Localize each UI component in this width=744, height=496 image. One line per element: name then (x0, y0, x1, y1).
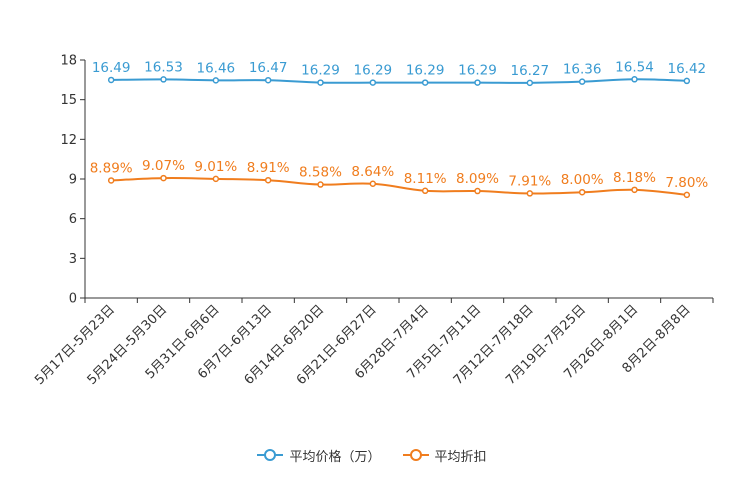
data-label: 16.29 (406, 63, 445, 79)
data-label: 8.09% (456, 171, 499, 187)
data-label: 16.53 (144, 59, 183, 75)
data-point[interactable] (369, 180, 377, 188)
data-label: 16.46 (197, 60, 236, 76)
y-tick-label: 12 (60, 133, 77, 148)
y-tick-label: 6 (69, 212, 77, 227)
chart-axes: 03691215185月17日-5月23日5月24日-5月30日5月31日-6月… (32, 54, 714, 388)
data-label: 8.11% (404, 171, 447, 187)
data-point[interactable] (421, 187, 429, 195)
data-point[interactable] (107, 177, 115, 184)
data-label: 7.80% (665, 175, 708, 191)
data-point[interactable] (578, 78, 586, 85)
data-label: 8.18% (613, 170, 656, 186)
data-point[interactable] (474, 187, 481, 195)
data-point[interactable] (526, 79, 534, 87)
y-tick-label: 0 (69, 292, 77, 307)
data-label: 16.49 (92, 60, 131, 76)
data-label: 16.29 (354, 63, 393, 79)
data-point[interactable] (160, 76, 167, 83)
data-point[interactable] (264, 76, 272, 84)
data-point[interactable] (369, 79, 377, 86)
data-label: 8.00% (561, 172, 604, 188)
data-label: 16.54 (615, 59, 654, 75)
data-label: 8.89% (90, 160, 133, 176)
chart-legend: 平均价格（万） 平均折扣 (0, 444, 744, 466)
data-label: 16.29 (458, 63, 497, 79)
y-tick-label: 3 (69, 252, 77, 267)
data-label: 9.01% (194, 159, 237, 175)
data-point[interactable] (474, 79, 481, 86)
data-point[interactable] (683, 77, 691, 85)
series-line (111, 176, 687, 196)
y-tick-label: 18 (60, 54, 77, 69)
data-label: 16.47 (249, 60, 288, 76)
data-point[interactable] (631, 76, 638, 83)
data-point[interactable] (526, 190, 534, 197)
y-tick-label: 15 (60, 93, 77, 108)
series-line (111, 78, 687, 84)
data-label: 16.42 (668, 61, 707, 77)
data-label: 16.27 (511, 63, 550, 79)
legend-discount-line-icon (402, 449, 429, 461)
data-label: 9.07% (142, 158, 185, 174)
data-point[interactable] (317, 181, 324, 188)
series-layer: 16.49 16.53 16.46 16.47 16.29 16.29 16.29 16.29… (90, 59, 708, 199)
data-point[interactable] (317, 79, 324, 86)
y-tick-label: 9 (69, 173, 77, 188)
data-point[interactable] (264, 176, 272, 184)
data-label: 16.36 (563, 62, 602, 78)
data-point[interactable] (160, 174, 167, 182)
legend-price-label: 平均价格（万） (289, 449, 381, 465)
legend-price-line-icon (257, 449, 284, 461)
data-label: 8.58% (299, 165, 342, 181)
legend-item-discount[interactable]: 平均折扣 (402, 446, 487, 465)
series-0: 16.49 16.53 16.46 16.47 16.29 16.29 16.29 16.29… (92, 59, 707, 87)
data-label: 8.91% (247, 160, 290, 176)
data-point[interactable] (212, 175, 220, 183)
data-label: 8.64% (351, 164, 394, 180)
data-point[interactable] (421, 79, 429, 86)
data-label: 7.91% (508, 173, 551, 189)
data-label: 16.29 (301, 63, 340, 79)
series-1: 8.89% 9.07% 9.01% 8.91% 8.58% 8.64% 8.11% 8.09%… (90, 158, 708, 199)
data-point[interactable] (631, 186, 638, 194)
data-point[interactable] (107, 76, 115, 84)
legend-item-price[interactable]: 平均价格（万） (257, 446, 381, 465)
data-point[interactable] (212, 77, 220, 84)
data-point[interactable] (683, 191, 691, 199)
legend-discount-label: 平均折扣 (434, 449, 487, 465)
data-point[interactable] (578, 188, 586, 196)
